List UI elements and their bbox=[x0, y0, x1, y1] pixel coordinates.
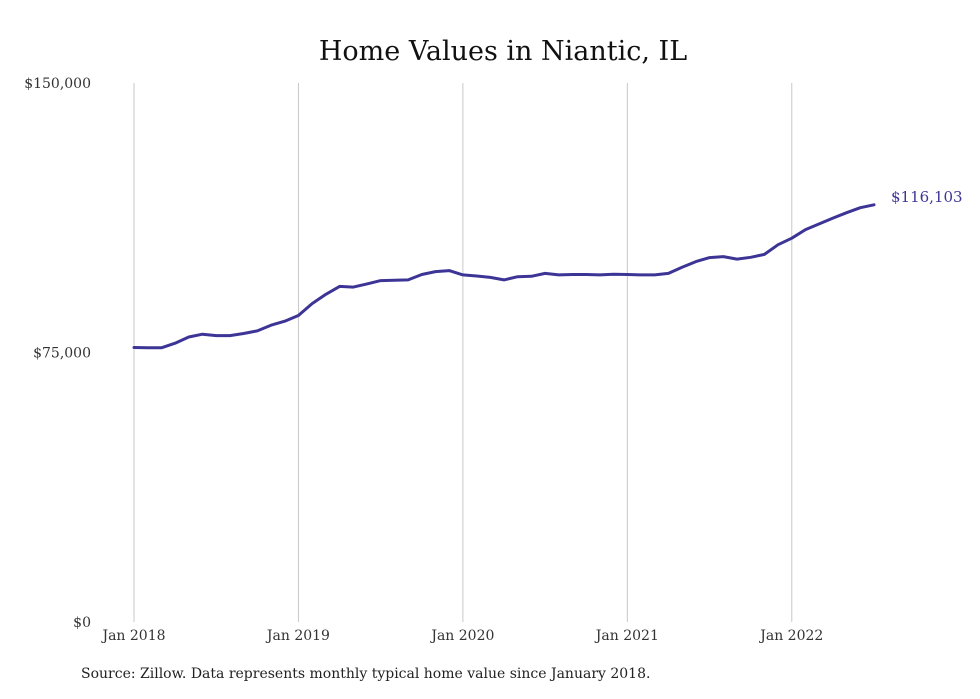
grid bbox=[133, 83, 793, 622]
series-line-0 bbox=[132, 203, 876, 350]
y-axis: $0 $75,000 $150,000 bbox=[24, 76, 91, 631]
y-tick-label: $0 bbox=[73, 615, 91, 631]
series-layer: $116,103 bbox=[132, 188, 963, 350]
x-tick-label: Jan 2019 bbox=[265, 628, 330, 644]
y-tick-label: $150,000 bbox=[24, 76, 91, 92]
source-note: Source: Zillow. Data represents monthly … bbox=[81, 666, 651, 682]
x-tick-label: Jan 2020 bbox=[429, 628, 494, 644]
end-value-label: $116,103 bbox=[891, 188, 963, 206]
y-tick-label: $75,000 bbox=[33, 346, 91, 362]
x-tick-label: Jan 2021 bbox=[594, 628, 659, 644]
x-tick-label: Jan 2022 bbox=[758, 628, 823, 644]
chart-title: Home Values in Niantic, IL bbox=[319, 36, 687, 67]
x-tick-label: Jan 2018 bbox=[100, 628, 165, 644]
x-axis: Jan 2018 Jan 2019 Jan 2020 Jan 2021 Jan 2022 bbox=[100, 628, 823, 644]
